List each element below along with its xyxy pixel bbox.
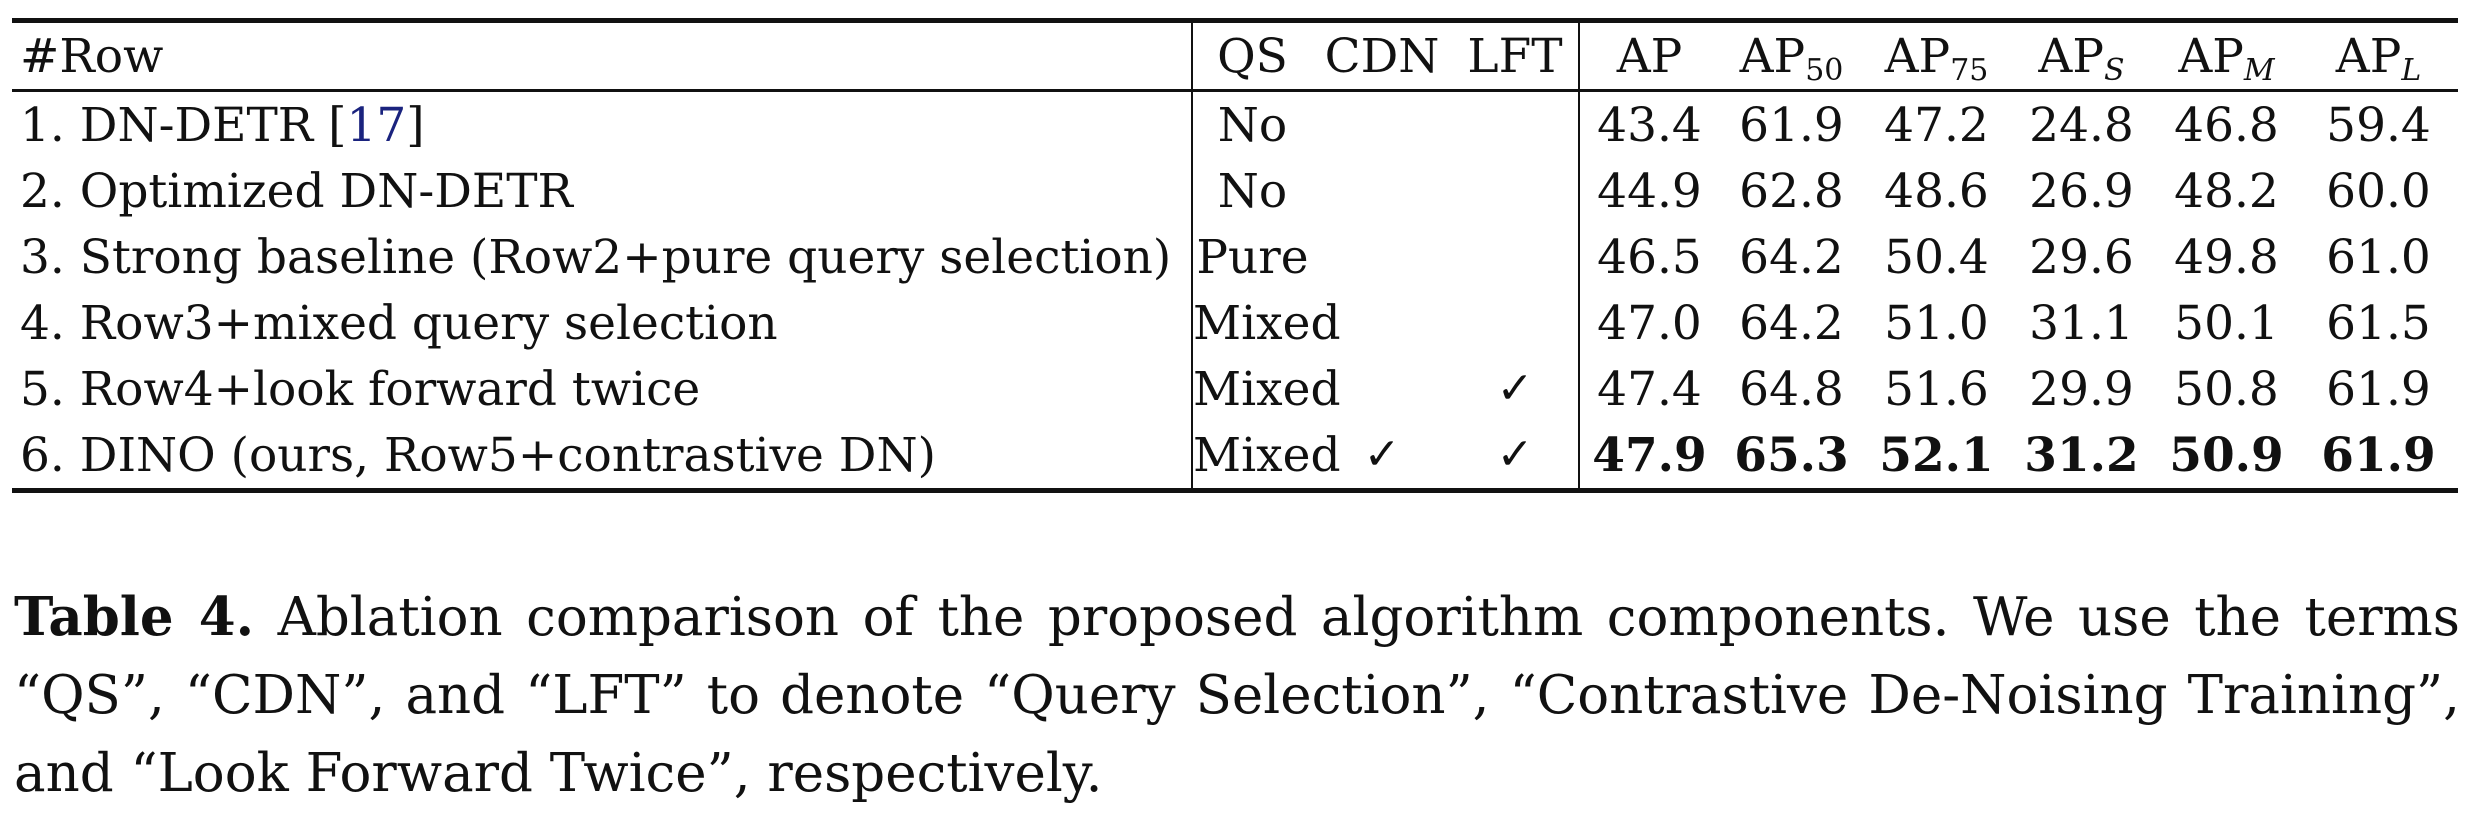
table-row: 5. Row4+look forward twice Mixed ✓ 47.4 … [12, 356, 2458, 422]
qs-cell: No [1191, 158, 1312, 224]
qs-cell: Mixed [1191, 422, 1341, 491]
header-metric: APL [2299, 21, 2458, 91]
table-caption: Table 4. Ablation comparison of the prop… [14, 578, 2460, 813]
lft-check-icon: ✓ [1452, 422, 1580, 491]
apl-cell: 61.5 [2326, 295, 2431, 351]
row-label-text: 1. DN-DETR [ [20, 97, 347, 153]
table-row: 3. Strong baseline (Row2+pure query sele… [12, 224, 2458, 290]
citation-link[interactable]: 17 [346, 97, 407, 153]
aps-cell: 24.8 [2029, 97, 2134, 153]
ap-cell: 47.9 [1592, 427, 1707, 483]
lft-cell [1452, 224, 1580, 290]
ablation-table: #Row QS CDN LFT AP AP50 AP75 APS APM APL… [12, 18, 2458, 493]
qs-cell: Mixed [1191, 290, 1341, 356]
header-lft: LFT [1452, 20, 1580, 91]
qs-cell: No [1191, 90, 1312, 158]
metric-base: AP [2335, 28, 2402, 84]
table-header-row: #Row QS CDN LFT AP AP50 AP75 APS APM APL [12, 20, 2458, 91]
ap-cell: 47.4 [1597, 361, 1702, 417]
header-metric: AP [1579, 21, 1719, 91]
metric-sub: 75 [1950, 52, 1989, 88]
metric-sub: S [2104, 52, 2125, 88]
header-qs: QS [1191, 20, 1312, 91]
metric-base: AP [1884, 28, 1951, 84]
cdn-check-icon: ✓ [1363, 429, 1401, 480]
apm-cell: 48.2 [2174, 163, 2279, 219]
ap75-cell: 48.6 [1884, 163, 1989, 219]
ap-cell: 43.4 [1597, 97, 1702, 153]
metric-sub: 50 [1805, 52, 1844, 88]
apl-cell: 60.0 [2326, 163, 2431, 219]
ap75-cell: 52.1 [1879, 427, 1994, 483]
ap-cell: 47.0 [1597, 295, 1702, 351]
header-metric: APM [2154, 21, 2299, 91]
apl-cell: 61.0 [2326, 229, 2431, 285]
header-metric: AP50 [1719, 21, 1864, 91]
apl-cell: 61.9 [2326, 361, 2431, 417]
caption-text: Ablation comparison of the proposed algo… [14, 587, 2461, 804]
table-container: #Row QS CDN LFT AP AP50 AP75 APS APM APL… [12, 18, 2458, 493]
ap75-cell: 47.2 [1884, 97, 1989, 153]
ap50-cell: 64.2 [1739, 229, 1844, 285]
lft-cell [1452, 158, 1580, 224]
lft-cell [1452, 290, 1580, 356]
ap75-cell: 51.0 [1884, 295, 1989, 351]
header-row-label: #Row [20, 28, 164, 84]
qs-cell: Mixed [1191, 356, 1341, 422]
apm-cell: 50.1 [2174, 295, 2279, 351]
aps-cell: 31.1 [2029, 295, 2134, 351]
ap-cell: 44.9 [1597, 163, 1702, 219]
metric-base: AP [2038, 28, 2104, 84]
cdn-cell [1312, 158, 1452, 224]
ap50-cell: 62.8 [1739, 163, 1844, 219]
aps-cell: 29.6 [2029, 229, 2134, 285]
ap50-cell: 64.8 [1739, 361, 1844, 417]
apl-cell: 59.4 [2326, 97, 2431, 153]
row-label: 5. Row4+look forward twice [20, 361, 701, 417]
table-row: 2. Optimized DN-DETR No 44.9 62.8 48.6 2… [12, 158, 2458, 224]
table-row: 1. DN-DETR [17] No 43.4 61.9 47.2 24.8 4… [12, 90, 2458, 159]
apl-cell: 61.9 [2321, 427, 2436, 483]
ap75-cell: 51.6 [1884, 361, 1989, 417]
apm-cell: 50.8 [2174, 361, 2279, 417]
row-label: 1. DN-DETR [17] [12, 91, 1192, 159]
metric-sub: M [2243, 52, 2275, 88]
aps-cell: 31.2 [2024, 427, 2139, 483]
qs-cell: Pure [1191, 224, 1312, 290]
cdn-cell [1312, 91, 1452, 159]
aps-cell: 29.9 [2029, 361, 2134, 417]
ap50-cell: 64.2 [1739, 295, 1844, 351]
table-row: 4. Row3+mixed query selection Mixed 47.0… [12, 290, 2458, 356]
metric-base: AP [1616, 28, 1683, 84]
ap50-cell: 61.9 [1739, 97, 1844, 153]
apm-cell: 50.9 [2169, 427, 2284, 483]
row-label: 4. Row3+mixed query selection [20, 295, 778, 351]
lft-cell [1452, 90, 1580, 158]
ap50-cell: 65.3 [1734, 427, 1849, 483]
row-label: 3. Strong baseline (Row2+pure query sele… [20, 229, 1172, 285]
cdn-cell [1312, 224, 1452, 290]
metric-base: AP [2178, 28, 2244, 84]
aps-cell: 26.9 [2029, 163, 2134, 219]
ap75-cell: 50.4 [1884, 229, 1989, 285]
header-cdn: CDN [1324, 28, 1440, 84]
metric-sub: L [2401, 52, 2422, 88]
apm-cell: 49.8 [2174, 229, 2279, 285]
header-metric: APS [2009, 21, 2154, 91]
caption-label: Table 4. [14, 586, 255, 648]
lft-check-icon: ✓ [1452, 356, 1580, 422]
ap-cell: 46.5 [1597, 229, 1702, 285]
table-row: 6. DINO (ours, Row5+contrastive DN) Mixe… [12, 422, 2458, 491]
row-label: 2. Optimized DN-DETR [20, 163, 573, 219]
apm-cell: 46.8 [2174, 97, 2279, 153]
metric-base: AP [1739, 28, 1806, 84]
row-label-end: ] [406, 97, 425, 153]
row-label: 6. DINO (ours, Row5+contrastive DN) [20, 427, 936, 483]
header-metric: AP75 [1864, 21, 2009, 91]
